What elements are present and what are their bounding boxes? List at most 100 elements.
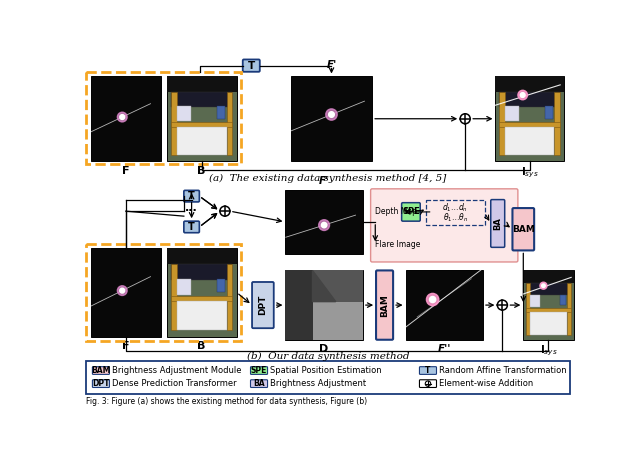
- Bar: [554, 92, 559, 155]
- Text: F: F: [122, 340, 129, 351]
- Text: F'': F'': [438, 344, 451, 354]
- Bar: [177, 127, 227, 155]
- Text: SPE: SPE: [251, 366, 268, 375]
- Bar: [566, 283, 571, 335]
- FancyBboxPatch shape: [92, 367, 109, 374]
- Circle shape: [117, 286, 127, 296]
- FancyBboxPatch shape: [250, 367, 268, 374]
- Bar: [312, 271, 363, 302]
- FancyBboxPatch shape: [419, 380, 436, 388]
- Bar: [171, 264, 177, 330]
- FancyBboxPatch shape: [371, 189, 518, 262]
- Text: BA: BA: [493, 217, 502, 230]
- Bar: [285, 191, 363, 254]
- Bar: [86, 72, 241, 164]
- Bar: [171, 122, 232, 127]
- Circle shape: [460, 114, 470, 124]
- Circle shape: [220, 206, 230, 216]
- Circle shape: [319, 220, 330, 230]
- Circle shape: [321, 223, 327, 228]
- Text: Spatial Position Estimation: Spatial Position Estimation: [270, 366, 381, 375]
- Circle shape: [426, 293, 439, 306]
- Bar: [167, 248, 237, 337]
- FancyBboxPatch shape: [513, 208, 534, 250]
- Text: DPT: DPT: [259, 295, 268, 315]
- Bar: [171, 92, 232, 107]
- Bar: [505, 127, 554, 155]
- Circle shape: [120, 288, 125, 293]
- Bar: [524, 271, 573, 340]
- Bar: [91, 76, 161, 161]
- Bar: [285, 271, 312, 340]
- Bar: [531, 312, 566, 335]
- Bar: [545, 106, 553, 119]
- Circle shape: [117, 112, 127, 122]
- Text: Brightness Adjustment Module: Brightness Adjustment Module: [112, 366, 241, 375]
- Text: Flare Image: Flare Image: [375, 240, 420, 249]
- Bar: [559, 295, 566, 305]
- Text: ...: ...: [185, 203, 198, 213]
- FancyBboxPatch shape: [491, 200, 505, 247]
- Bar: [86, 361, 570, 393]
- Text: B: B: [198, 340, 206, 351]
- Polygon shape: [312, 271, 336, 302]
- Text: $\mathbf{I}_{sys}$: $\mathbf{I}_{sys}$: [540, 344, 557, 358]
- Bar: [526, 283, 571, 295]
- Bar: [426, 200, 484, 225]
- Circle shape: [497, 300, 508, 310]
- Text: Dense Prediction Transformer: Dense Prediction Transformer: [112, 379, 236, 388]
- Text: Element-wise Addition: Element-wise Addition: [439, 379, 533, 388]
- Text: T: T: [248, 61, 255, 71]
- Text: $\mathbf{I}_{sys}$: $\mathbf{I}_{sys}$: [521, 166, 538, 180]
- Bar: [499, 92, 505, 155]
- Bar: [526, 283, 531, 335]
- Bar: [499, 122, 559, 127]
- Text: BA: BA: [253, 379, 265, 388]
- FancyBboxPatch shape: [402, 203, 420, 221]
- Bar: [526, 308, 571, 312]
- Bar: [167, 76, 237, 92]
- Text: D: D: [319, 344, 329, 354]
- Bar: [167, 248, 237, 264]
- Text: F': F': [319, 176, 329, 186]
- Text: F': F': [326, 60, 337, 70]
- Circle shape: [429, 297, 436, 303]
- Bar: [227, 264, 232, 330]
- Text: DPT: DPT: [92, 379, 109, 388]
- Circle shape: [540, 282, 547, 289]
- FancyBboxPatch shape: [252, 282, 274, 328]
- Circle shape: [425, 381, 431, 386]
- Bar: [495, 76, 564, 161]
- Text: T: T: [426, 366, 431, 375]
- Bar: [177, 301, 227, 330]
- Circle shape: [326, 109, 337, 120]
- Circle shape: [328, 112, 334, 117]
- Text: $d_1 \ldots d_n$: $d_1 \ldots d_n$: [442, 202, 468, 214]
- Bar: [171, 92, 177, 155]
- FancyBboxPatch shape: [184, 221, 199, 233]
- Bar: [524, 271, 573, 283]
- Text: T: T: [188, 222, 195, 232]
- Text: SPE: SPE: [402, 207, 420, 217]
- Text: F: F: [122, 166, 129, 176]
- Bar: [167, 76, 237, 161]
- Bar: [499, 92, 559, 107]
- Circle shape: [518, 90, 527, 100]
- Bar: [531, 295, 540, 307]
- Text: (a)  The existing data synthesis method [4, 5]: (a) The existing data synthesis method […: [209, 174, 447, 183]
- Text: BAM: BAM: [92, 366, 111, 375]
- Bar: [227, 92, 232, 155]
- Bar: [406, 271, 483, 340]
- Text: Brightness Adjustment: Brightness Adjustment: [270, 379, 366, 388]
- Text: T: T: [188, 191, 195, 201]
- Circle shape: [520, 93, 525, 97]
- Text: (b)  Our data synthesis method: (b) Our data synthesis method: [247, 352, 409, 361]
- Bar: [495, 76, 564, 92]
- FancyBboxPatch shape: [376, 271, 393, 340]
- FancyBboxPatch shape: [184, 191, 199, 202]
- Bar: [171, 264, 232, 280]
- Bar: [91, 248, 161, 337]
- Text: $\theta_1 \ldots \theta_n$: $\theta_1 \ldots \theta_n$: [443, 212, 468, 224]
- Bar: [505, 106, 518, 121]
- Bar: [217, 106, 225, 119]
